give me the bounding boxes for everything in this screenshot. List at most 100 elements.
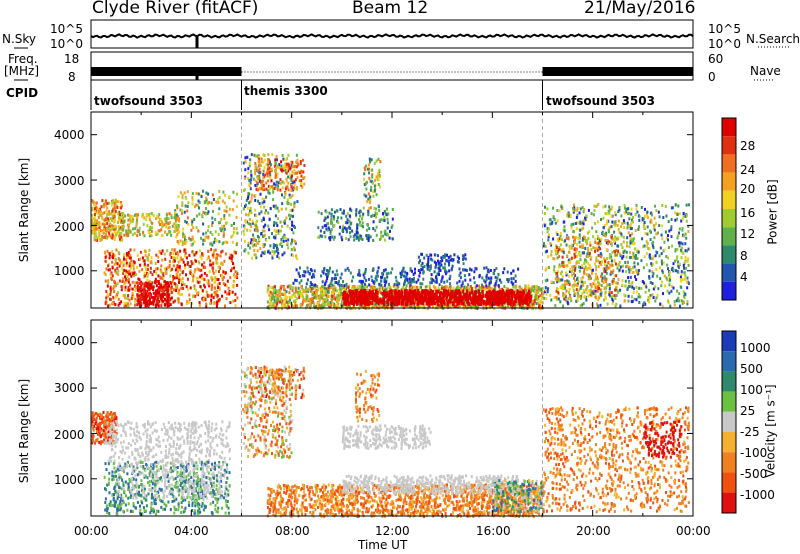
power-cell (277, 232, 280, 235)
power-cell (464, 301, 466, 305)
power-cell (261, 251, 264, 255)
power-cell (137, 277, 140, 281)
power-cell (259, 247, 262, 250)
power-cell (229, 301, 232, 305)
power-cell (121, 280, 124, 283)
power-cell (157, 304, 160, 308)
power-cell (230, 257, 233, 261)
power-cell (183, 241, 186, 245)
power-cell (337, 305, 340, 309)
power-cell (255, 214, 258, 218)
power-cell (274, 214, 277, 218)
power-cell (96, 236, 99, 240)
power-cell (112, 285, 115, 289)
power-cell (368, 283, 371, 287)
power-cell (333, 289, 336, 293)
power-cell (301, 185, 304, 189)
power-cell (236, 192, 238, 196)
power-cell (442, 299, 445, 304)
power-cell (409, 301, 412, 306)
power-cell (330, 296, 333, 300)
power-cell (290, 202, 293, 206)
power-cell (185, 197, 188, 201)
power-cell (181, 201, 184, 205)
power-cell (488, 287, 491, 291)
power-cell (104, 279, 107, 283)
power-cell (231, 240, 234, 244)
cpid-segment-2: themis 3300 (244, 84, 328, 98)
power-cell (299, 266, 301, 270)
power-cell (107, 217, 109, 221)
power-cell (321, 234, 324, 238)
power-cell (262, 184, 265, 187)
power-cell (253, 253, 256, 257)
power-cell (177, 215, 179, 219)
power-cell (464, 278, 467, 282)
power-cell (123, 253, 126, 257)
power-cell (415, 293, 418, 298)
power-cell (147, 263, 150, 267)
power-cell (293, 291, 296, 295)
power-cell (226, 279, 229, 283)
power-cell (166, 304, 169, 308)
power-cell (269, 176, 272, 180)
power-cell (436, 272, 439, 276)
power-cell (327, 295, 330, 298)
power-cell (479, 287, 482, 291)
power-cell (120, 235, 123, 239)
power-cell (263, 233, 266, 237)
power-cell (336, 219, 339, 223)
power-cell (283, 302, 286, 306)
power-cell (244, 248, 247, 252)
power-cell (195, 288, 197, 292)
power-cell (396, 300, 399, 305)
power-cell (384, 229, 387, 233)
power-cell (346, 304, 349, 308)
power-cell (291, 223, 294, 227)
power-cell (296, 296, 299, 300)
power-cell (409, 267, 412, 271)
power-cell (248, 184, 251, 188)
power-cell (216, 300, 219, 304)
power-cell (137, 286, 140, 289)
power-cell (279, 188, 282, 192)
power-cell (419, 297, 422, 302)
power-cell (136, 265, 139, 269)
power-cell (164, 287, 167, 291)
power-cell (276, 243, 279, 247)
power-cell (352, 285, 355, 288)
power-cell (107, 279, 110, 283)
power-cell (515, 294, 518, 299)
power-cell (156, 290, 159, 294)
power-cell (154, 281, 157, 285)
power-cell (224, 290, 227, 294)
power-cell (479, 298, 482, 303)
power-cell (308, 272, 311, 275)
power-cell (358, 234, 361, 238)
power-cell (161, 288, 164, 292)
power-cell (325, 293, 328, 297)
power-cell (337, 293, 340, 297)
power-cell (247, 241, 250, 245)
power-cell (387, 282, 390, 286)
power-cell (146, 224, 149, 228)
power-cell (288, 217, 291, 221)
power-cell (329, 266, 331, 270)
power-cell (194, 294, 197, 298)
power-cell (357, 231, 360, 235)
power-cell (129, 248, 132, 252)
power-cell (146, 257, 149, 261)
power-cell (469, 267, 471, 271)
power-cell (223, 209, 226, 213)
power-cell (295, 171, 297, 175)
power-cell (450, 290, 453, 295)
power-cell (374, 211, 377, 215)
power-cell (292, 253, 294, 257)
power-cell (440, 302, 443, 307)
power-cell (246, 155, 249, 159)
power-cell (156, 280, 159, 284)
power-cell (272, 190, 275, 194)
power-cell (99, 239, 102, 242)
power-cell (235, 215, 238, 219)
power-cell (223, 193, 226, 197)
